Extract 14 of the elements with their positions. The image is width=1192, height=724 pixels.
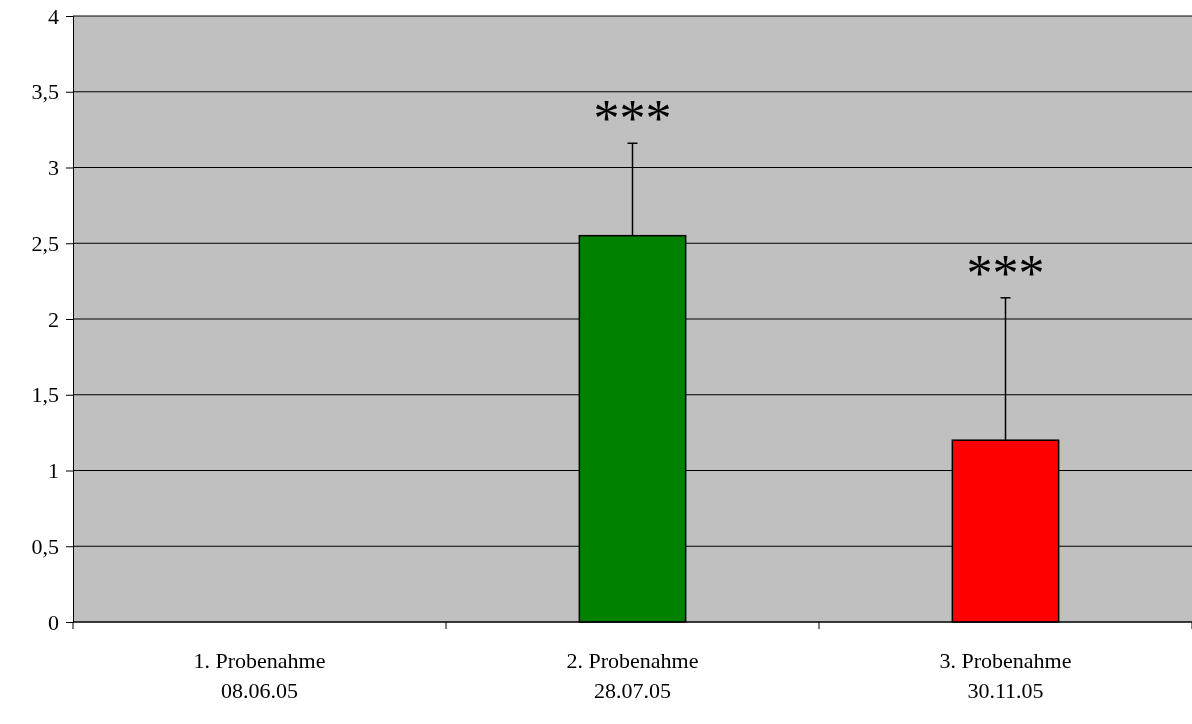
y-tick-label: 1,5 [31, 382, 59, 408]
y-tick-label: 3,5 [31, 79, 59, 105]
y-tick-label: 3 [48, 155, 59, 181]
y-tick-label: 0,5 [31, 533, 59, 559]
x-tick-label: 3. Probenahme 30.11.05 [939, 648, 1072, 703]
annotation: *** [593, 90, 672, 148]
y-tick-label: 4 [48, 3, 59, 29]
y-tick-label: 0 [48, 609, 59, 635]
annotation: *** [966, 244, 1045, 302]
x-tick-label: 1. Probenahme 08.06.05 [193, 648, 326, 703]
y-tick-label: 1 [48, 458, 59, 484]
y-tick-label: 2 [48, 306, 59, 332]
x-tick-label: 2. Probenahme 28.07.05 [566, 648, 699, 703]
y-tick-label: 2,5 [31, 230, 59, 256]
